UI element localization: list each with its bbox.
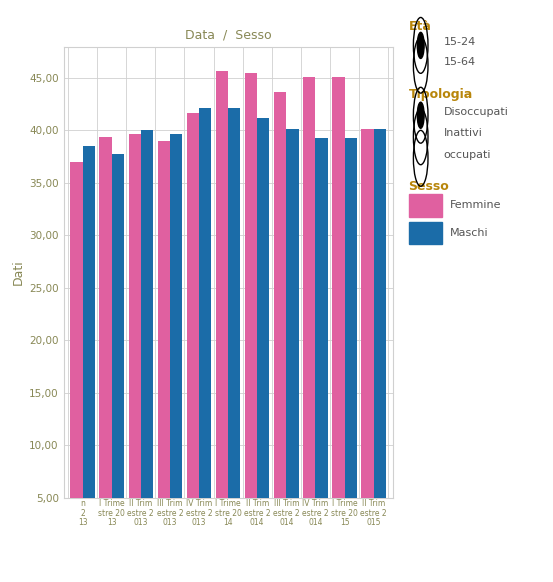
Bar xyxy=(257,118,269,550)
Text: Età: Età xyxy=(409,20,431,33)
Text: Maschi: Maschi xyxy=(450,228,488,239)
Bar xyxy=(170,134,182,550)
Bar xyxy=(100,137,112,550)
Text: Sesso: Sesso xyxy=(409,180,449,193)
Bar xyxy=(199,108,211,550)
Bar xyxy=(70,162,82,550)
Bar xyxy=(345,138,357,550)
Bar xyxy=(82,146,95,550)
Bar xyxy=(274,91,286,550)
Title: Data  /  Sesso: Data / Sesso xyxy=(185,28,272,41)
Text: 15-24: 15-24 xyxy=(444,37,476,47)
Text: Inattivi: Inattivi xyxy=(444,128,482,139)
Bar xyxy=(216,70,228,550)
Text: Tipologia: Tipologia xyxy=(409,88,473,101)
Bar xyxy=(141,130,153,550)
Text: 15-64: 15-64 xyxy=(444,56,476,67)
Bar xyxy=(128,134,141,550)
Bar xyxy=(187,113,199,550)
Bar xyxy=(374,129,386,550)
Bar xyxy=(362,129,374,550)
Bar xyxy=(303,77,315,550)
FancyBboxPatch shape xyxy=(409,222,442,244)
Circle shape xyxy=(418,102,424,128)
Bar xyxy=(286,129,299,550)
FancyBboxPatch shape xyxy=(409,194,442,217)
Text: Femmine: Femmine xyxy=(450,200,501,211)
Y-axis label: Dati: Dati xyxy=(12,259,25,285)
Bar xyxy=(332,77,345,550)
Bar xyxy=(112,154,124,550)
Bar xyxy=(158,141,170,550)
Bar xyxy=(315,138,328,550)
Bar xyxy=(245,73,257,550)
Text: Disoccupati: Disoccupati xyxy=(444,107,508,117)
Bar xyxy=(228,108,241,550)
Text: occupati: occupati xyxy=(444,150,491,160)
Circle shape xyxy=(418,33,424,58)
